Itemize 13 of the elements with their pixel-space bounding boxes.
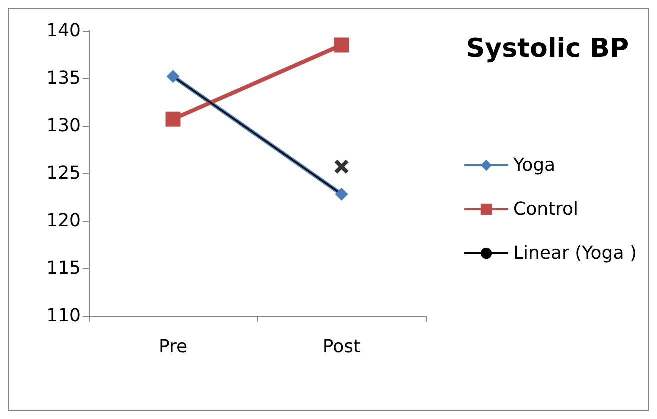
x-tick-label: Pre <box>158 336 188 358</box>
y-tick-label: 135 <box>46 68 81 89</box>
y-tick-label: 120 <box>46 210 81 232</box>
legend-label: Yoga <box>512 155 556 176</box>
x-tick-label: Post <box>322 336 361 358</box>
y-tick-label: 110 <box>46 306 81 326</box>
y-tick-label: 125 <box>46 163 81 184</box>
y-tick-label: 140 <box>46 20 81 42</box>
y-tick-label: 130 <box>46 116 81 136</box>
legend-label: Linear (Yoga ) <box>513 243 638 264</box>
legend-label: Control <box>513 199 579 220</box>
y-tick-label: 115 <box>46 258 81 279</box>
text: Systolic BP <box>466 34 630 64</box>
